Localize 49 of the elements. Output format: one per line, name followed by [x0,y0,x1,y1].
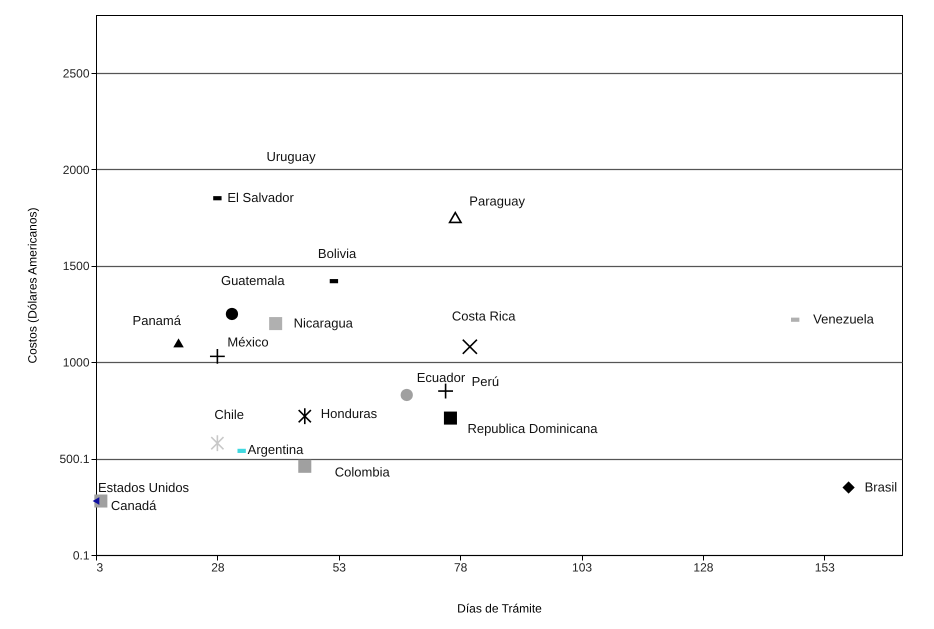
point [462,338,478,355]
series-label: Canadá [110,498,158,514]
series-label: Perú [472,374,500,390]
x-tick-label: 103 [572,560,592,574]
point [842,481,855,494]
x-tick-label: 28 [211,560,225,574]
series-label: Brasil [864,480,898,495]
x-tick-label: 153 [814,560,836,574]
y-tick-label: 2000 [62,162,90,177]
point [298,460,312,473]
y-axis-title: Costos (Dólares Americanos) [25,207,40,364]
y-tick-label: 1000 [62,356,90,370]
x-axis-title: Días de Trámite [457,602,542,616]
series-label: Estados Unidos [98,480,190,496]
series-label: Venezuela [813,312,875,327]
y-tick-label: 1500 [62,259,90,274]
series-label: El Salvador [227,190,295,206]
point [400,388,413,402]
point [92,497,100,505]
point [173,338,184,348]
series-label: Guatemala [220,272,286,288]
point [437,382,454,400]
point [210,434,224,452]
annotation: Uruguay [266,149,316,164]
series-label: Panamá [132,312,182,328]
point [298,407,312,425]
series-label: Republica Dominicana [467,421,598,436]
point [444,412,457,425]
series-label: Nicaragua [294,316,354,331]
series-label: Ecuador [416,370,466,385]
y-tick-label: 0.1 [72,548,90,562]
series-label: Honduras [320,406,378,422]
series-label: Chile [214,407,244,422]
point [226,308,238,320]
point [448,212,462,224]
x-tick-label: 3 [96,560,104,574]
y-tick-label: 500.1 [59,452,90,466]
series-label: Colombia [334,464,390,480]
series-label: Paraguay [469,194,526,209]
series-label: Bolivia [318,246,357,262]
point [209,348,226,365]
series-label: Costa Rica [452,308,516,324]
y-tick-label: 2500 [62,66,90,80]
point [269,317,282,330]
x-tick-label: 128 [693,560,714,574]
series-label: México [227,334,269,350]
series-label: Argentina [248,442,304,457]
x-tick-label: 78 [454,560,468,574]
x-tick-label: 53 [332,560,346,574]
